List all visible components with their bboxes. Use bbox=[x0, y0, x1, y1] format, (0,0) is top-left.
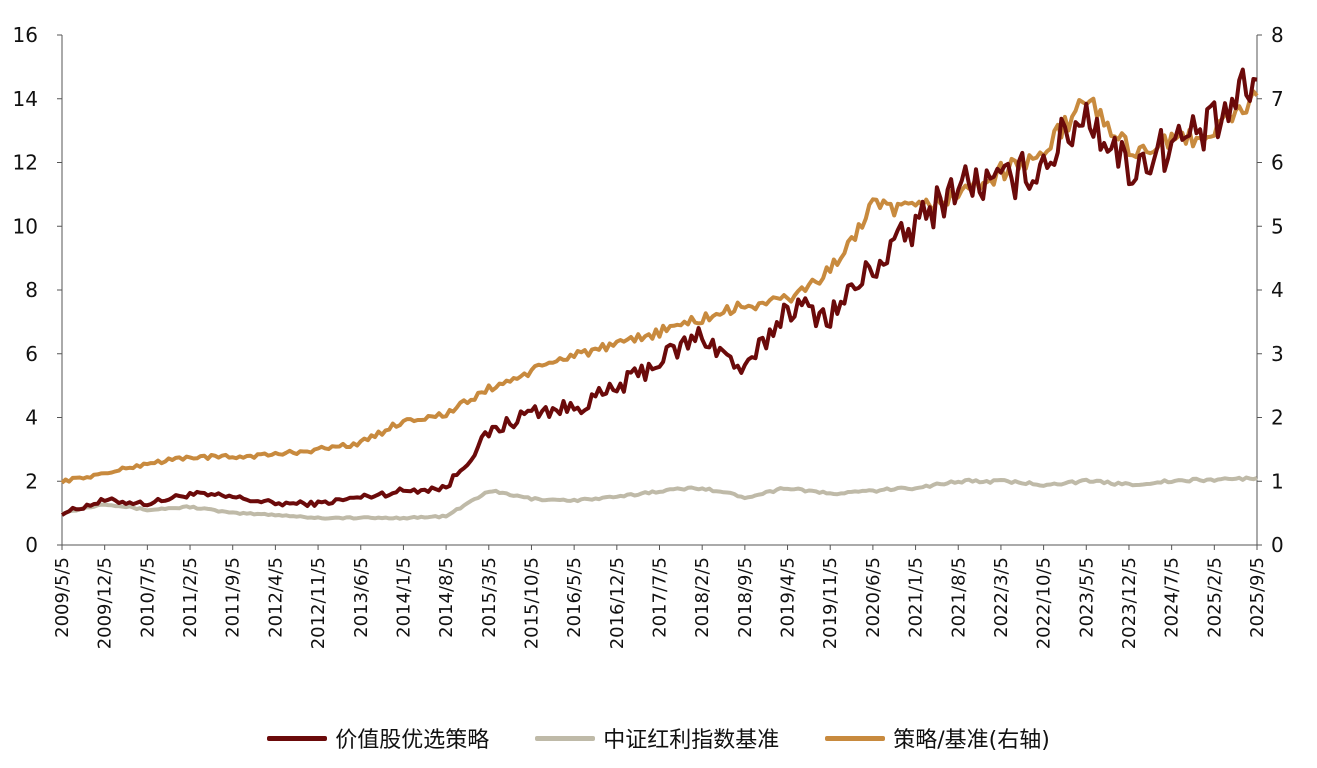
x-tick-label: 2017/7/5 bbox=[650, 557, 671, 638]
x-tick-label: 2021/1/5 bbox=[906, 557, 927, 638]
x-tick-label: 2020/6/5 bbox=[863, 557, 884, 638]
y-left-tick-label: 14 bbox=[13, 87, 38, 111]
x-tick-label: 2014/1/5 bbox=[393, 557, 414, 638]
y-right-tick-label: 7 bbox=[1271, 87, 1284, 111]
y-right-tick-label: 6 bbox=[1271, 151, 1284, 175]
series-line-0 bbox=[60, 67, 1258, 517]
legend-item-ratio: 策略/基准(右轴) bbox=[825, 722, 1050, 754]
y-left-tick-label: 2 bbox=[25, 469, 38, 493]
y-left-tick-label: 6 bbox=[25, 342, 38, 366]
y-right-tick-label: 1 bbox=[1271, 469, 1284, 493]
y-right-tick-label: 4 bbox=[1271, 278, 1284, 302]
legend-label-ratio: 策略/基准(右轴) bbox=[893, 728, 1050, 753]
x-tick-label: 2023/12/5 bbox=[1119, 557, 1140, 649]
x-tick-label: 2016/5/5 bbox=[564, 557, 585, 638]
legend-item-benchmark: 中证红利指数基准 bbox=[535, 722, 779, 754]
legend-swatch-ratio bbox=[825, 735, 886, 741]
x-tick-label: 2011/2/5 bbox=[180, 557, 201, 638]
legend-label-strategy: 价值股优选策略 bbox=[335, 728, 490, 753]
x-tick-label: 2023/5/5 bbox=[1076, 557, 1097, 638]
legend: 价值股优选策略 中证红利指数基准 策略/基准(右轴) bbox=[0, 718, 1317, 758]
y-left-tick-label: 4 bbox=[25, 406, 38, 430]
x-tick-label: 2009/12/5 bbox=[95, 557, 116, 649]
x-tick-label: 2011/9/5 bbox=[223, 557, 244, 638]
legend-swatch-benchmark bbox=[535, 735, 596, 741]
y-left-tick-label: 16 bbox=[13, 23, 38, 47]
x-tick-label: 2014/8/5 bbox=[436, 557, 457, 638]
y-left-tick-label: 12 bbox=[13, 151, 38, 175]
y-right-tick-label: 3 bbox=[1271, 342, 1284, 366]
x-tick-label: 2024/7/5 bbox=[1162, 557, 1183, 638]
x-tick-label: 2025/9/5 bbox=[1247, 557, 1268, 638]
y-right-tick-label: 0 bbox=[1271, 533, 1284, 557]
x-tick-label: 2012/11/5 bbox=[308, 557, 329, 649]
x-tick-label: 2018/2/5 bbox=[692, 557, 713, 638]
legend-item-strategy: 价值股优选策略 bbox=[267, 722, 489, 754]
x-tick-label: 2016/12/5 bbox=[607, 557, 628, 649]
legend-label-benchmark: 中证红利指数基准 bbox=[603, 728, 780, 753]
x-tick-label: 2021/8/5 bbox=[948, 557, 969, 638]
y-right-tick-label: 8 bbox=[1271, 23, 1284, 47]
x-tick-label: 2015/10/5 bbox=[521, 557, 542, 649]
y-left-tick-label: 0 bbox=[25, 533, 38, 557]
x-tick-label: 2013/6/5 bbox=[351, 557, 372, 638]
y-right-tick-label: 2 bbox=[1271, 406, 1284, 430]
x-tick-label: 2015/3/5 bbox=[479, 557, 500, 638]
x-tick-label: 2010/7/5 bbox=[137, 557, 158, 638]
series-line-1 bbox=[61, 475, 1258, 521]
legend-swatch-strategy bbox=[267, 735, 328, 741]
x-tick-label: 2022/10/5 bbox=[1034, 557, 1055, 649]
y-right-tick-label: 5 bbox=[1271, 214, 1284, 238]
x-tick-label: 2022/3/5 bbox=[991, 557, 1012, 638]
y-left-tick-label: 10 bbox=[13, 214, 38, 238]
series-line-2 bbox=[60, 89, 1259, 485]
x-tick-label: 2018/9/5 bbox=[735, 557, 756, 638]
x-tick-label: 2012/4/5 bbox=[265, 557, 286, 638]
x-tick-label: 2025/2/5 bbox=[1204, 557, 1225, 638]
x-tick-label: 2019/11/5 bbox=[820, 557, 841, 649]
x-tick-label: 2009/5/5 bbox=[52, 557, 73, 638]
x-tick-label: 2019/4/5 bbox=[778, 557, 799, 638]
y-left-tick-label: 8 bbox=[25, 278, 38, 302]
